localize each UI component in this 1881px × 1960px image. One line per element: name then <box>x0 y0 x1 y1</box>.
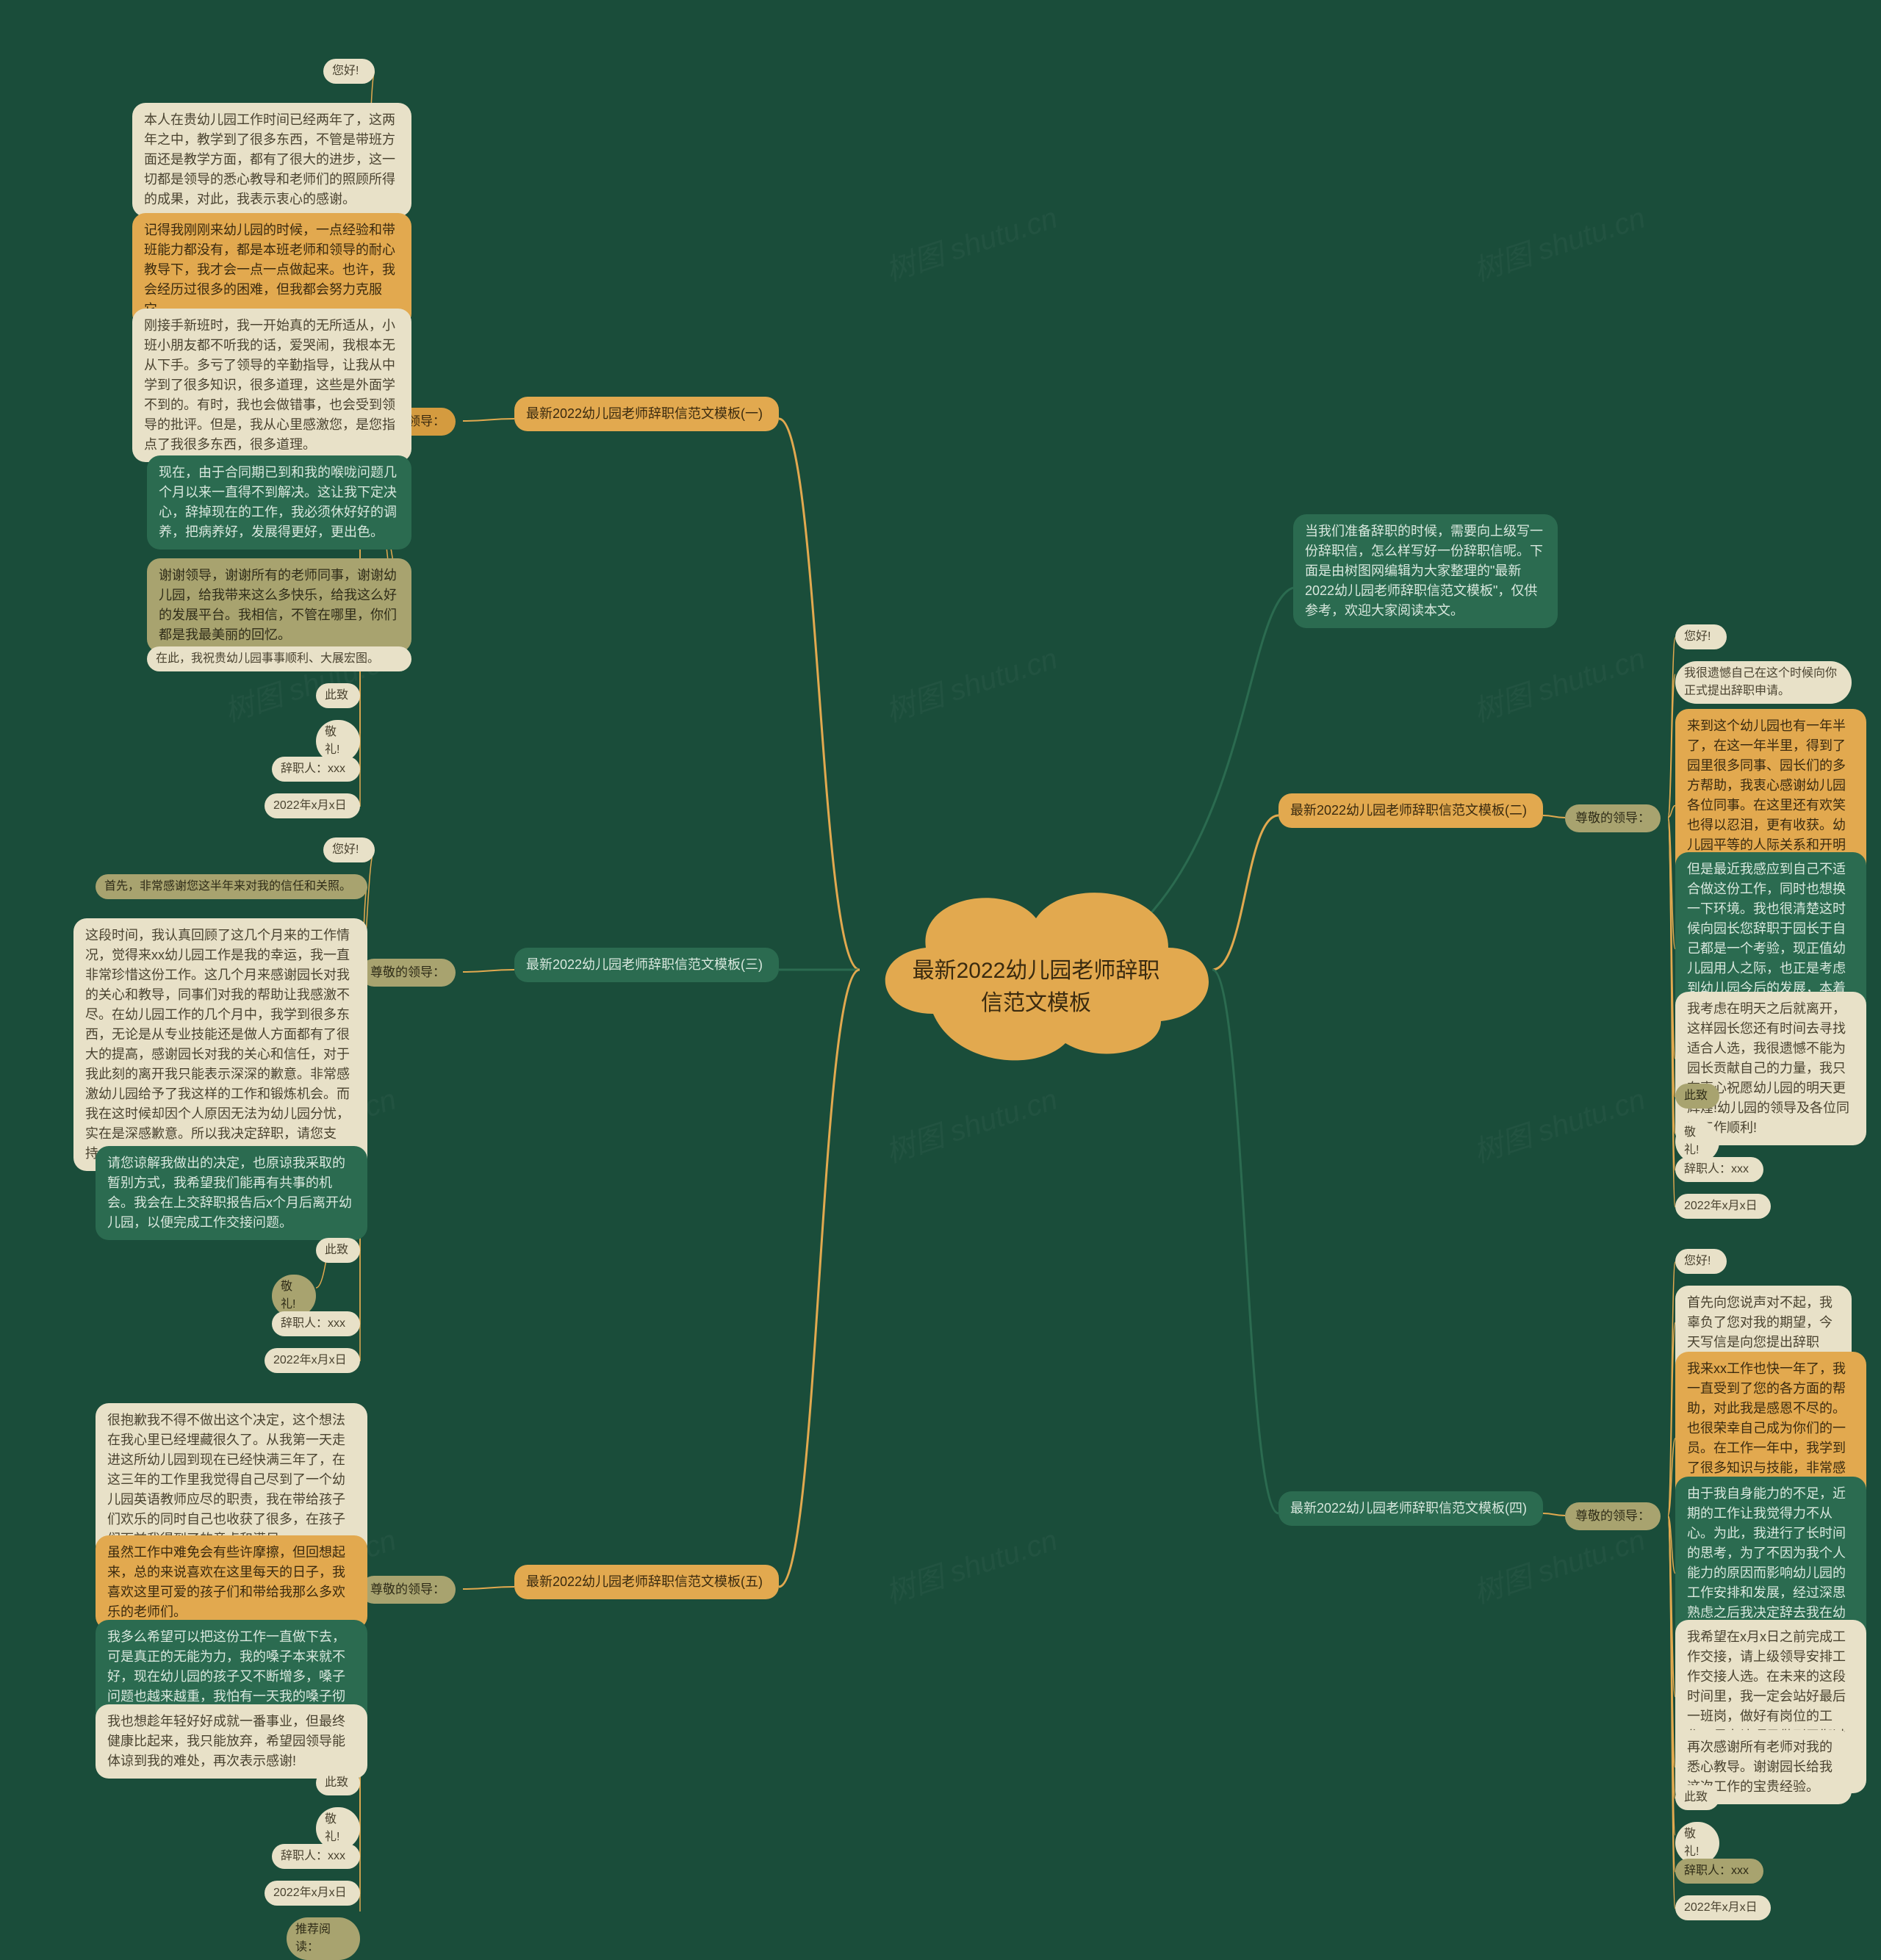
leaf-b1-0: 您好! <box>323 59 375 84</box>
leaf-b5-3: 我也想趁年轻好好成就一番事业，但最终健康比起来，我只能放弃，希望园领导能体谅到我… <box>96 1704 367 1779</box>
branch-title-b3: 最新2022幼儿园老师辞职信范文模板(三) <box>514 948 779 982</box>
leaf-b2-1: 我很遗憾自己在这个时候向你正式提出辞职申请。 <box>1675 661 1852 704</box>
watermark: 树图 shutu.cn <box>1467 1516 1650 1612</box>
leaf-b5-1: 虽然工作中难免会有些许摩擦，但回想起来，总的来说喜欢在这里每天的日子，我喜欢这里… <box>96 1535 367 1629</box>
leaf-b4-8: 辞职人：xxx <box>1675 1859 1763 1884</box>
watermark: 树图 shutu.cn <box>880 194 1062 289</box>
leaf-b5-4: 此致 <box>316 1770 360 1795</box>
leaf-b3-3: 请您谅解我做出的决定，也原谅我采取的暂别方式，我希望我们能再有共事的机会。我会在… <box>96 1146 367 1240</box>
branch-sub-b4: 尊敬的领导： <box>1565 1502 1661 1530</box>
leaf-b1-7: 此致 <box>316 683 360 708</box>
branch-title-b1: 最新2022幼儿园老师辞职信范文模板(一) <box>514 397 779 431</box>
leaf-b3-1: 首先，非常感谢您这半年来对我的信任和关照。 <box>96 874 367 899</box>
branch-sub-b2: 尊敬的领导： <box>1565 804 1661 832</box>
leaf-b3-2: 这段时间，我认真回顾了这几个月来的工作情况，觉得来xx幼儿园工作是我的幸运，我一… <box>73 918 367 1171</box>
watermark: 树图 shutu.cn <box>1467 194 1650 289</box>
leaf-b5-6: 辞职人：xxx <box>272 1844 360 1869</box>
leaf-b3-6: 辞职人：xxx <box>272 1311 360 1336</box>
watermark: 树图 shutu.cn <box>1467 635 1650 730</box>
leaf-b5-7: 2022年x月x日 <box>265 1881 360 1906</box>
leaf-b4-6: 此致 <box>1675 1785 1719 1810</box>
leaf-b2-0: 您好! <box>1675 624 1727 649</box>
branch-title-b5: 最新2022幼儿园老师辞职信范文模板(五) <box>514 1565 779 1599</box>
leaf-b1-6: 在此，我祝贵幼儿园事事顺利、大展宏图。 <box>147 646 411 671</box>
leaf-b1-9: 辞职人：xxx <box>272 757 360 782</box>
watermark: 树图 shutu.cn <box>1467 1076 1650 1171</box>
leaf-b1-4: 现在，由于合同期已到和我的喉咙问题几个月以来一直得不到解决。这让我下定决心，辞掉… <box>147 455 411 550</box>
intro-block: 当我们准备辞职的时候，需要向上级写一份辞职信，怎么样写好一份辞职信呢。下面是由树… <box>1293 514 1558 628</box>
leaf-b1-3: 刚接手新班时，我一开始真的无所适从，小班小朋友都不听我的话，爱哭闹，我根本无从下… <box>132 309 411 462</box>
leaf-b2-5: 此致 <box>1675 1084 1719 1109</box>
leaf-b4-9: 2022年x月x日 <box>1675 1895 1771 1920</box>
branch-sub-b3: 尊敬的领导： <box>360 959 456 987</box>
intro-text: 当我们准备辞职的时候，需要向上级写一份辞职信，怎么样写好一份辞职信呢。下面是由树… <box>1305 524 1543 618</box>
leaf-b5-0: 很抱歉我不得不做出这个决定，这个想法在我心里已经埋藏很久了。从我第一天走进这所幼… <box>96 1403 367 1557</box>
leaf-b5-8: 推荐阅读： <box>287 1917 360 1960</box>
branch-sub-b5: 尊敬的领导： <box>360 1576 456 1604</box>
branch-title-b4: 最新2022幼儿园老师辞职信范文模板(四) <box>1278 1491 1543 1526</box>
watermark: 树图 shutu.cn <box>880 1076 1062 1171</box>
leaf-b2-7: 辞职人：xxx <box>1675 1157 1763 1182</box>
center-title: 最新2022幼儿园老师辞职信范文模板 <box>904 952 1168 1017</box>
leaf-b3-0: 您好! <box>323 837 375 862</box>
leaf-b4-0: 您好! <box>1675 1249 1727 1274</box>
leaf-b1-10: 2022年x月x日 <box>265 793 360 818</box>
leaf-b3-4: 此致 <box>316 1238 360 1263</box>
center-node: 最新2022幼儿园老师辞职信范文模板 <box>845 867 1227 1073</box>
leaf-b1-5: 谢谢领导，谢谢所有的老师同事，谢谢幼儿园，给我带来这么多快乐，给我这么好的发展平… <box>147 558 411 652</box>
branch-title-b2: 最新2022幼儿园老师辞职信范文模板(二) <box>1278 793 1543 828</box>
watermark: 树图 shutu.cn <box>880 635 1062 730</box>
leaf-b1-1: 本人在贵幼儿园工作时间已经两年了，这两年之中，教学到了很多东西，不管是带班方面还… <box>132 103 411 217</box>
leaf-b2-8: 2022年x月x日 <box>1675 1194 1771 1219</box>
watermark: 树图 shutu.cn <box>880 1516 1062 1612</box>
leaf-b3-7: 2022年x月x日 <box>265 1348 360 1373</box>
